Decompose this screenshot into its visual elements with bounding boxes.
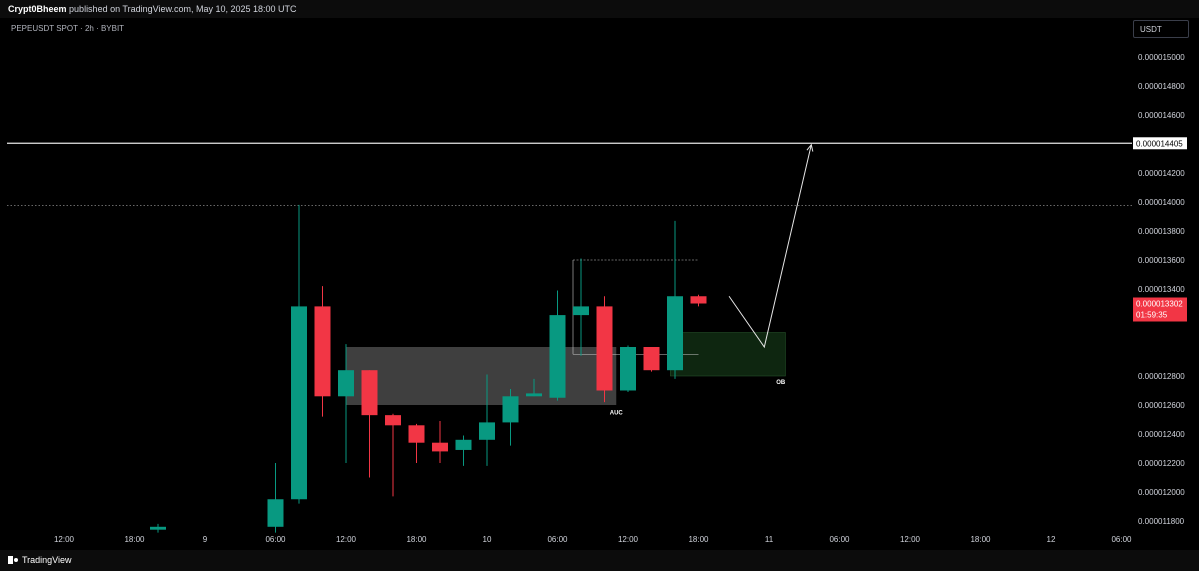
currency-unit-button[interactable]: USDT — [1133, 20, 1189, 38]
publish-info: Crypt0Bheem published on TradingView.com… — [8, 4, 297, 14]
candle-up — [526, 393, 542, 397]
candle-up — [620, 347, 636, 391]
x-tick-label: 18:00 — [406, 535, 427, 544]
countdown-label: 01:59:35 — [1136, 311, 1168, 320]
candle-up — [291, 306, 307, 500]
candle-up — [502, 396, 519, 423]
x-tick-label: 06:00 — [1111, 535, 1132, 544]
y-tick-label: 0.000012800 — [1138, 372, 1185, 381]
candle-down — [408, 425, 425, 443]
candle-down — [314, 306, 331, 397]
projection-arrow-head — [806, 143, 814, 152]
footer-bar: TradingView — [0, 550, 1199, 571]
y-tick-label: 0.000012200 — [1138, 459, 1185, 468]
y-tick-label: 0.000013600 — [1138, 256, 1185, 265]
x-tick-label: 12:00 — [54, 535, 75, 544]
tradingview-logo[interactable]: TradingView — [8, 555, 72, 565]
candle-up — [150, 526, 166, 530]
candle-up — [479, 422, 495, 440]
candle-up — [267, 499, 284, 527]
candle-up — [549, 315, 566, 398]
x-tick-label: 12:00 — [618, 535, 639, 544]
y-tick-label: 0.000011800 — [1138, 517, 1185, 526]
symbol-info[interactable]: PEPEUSDT SPOT · 2h · BYBIT — [11, 24, 125, 33]
y-tick-label: 0.000012400 — [1138, 430, 1185, 439]
x-tick-label: 18:00 — [688, 535, 709, 544]
candle-down — [432, 442, 448, 452]
x-tick-label: 10 — [483, 535, 492, 544]
y-tick-label: 0.000013400 — [1138, 285, 1185, 294]
candle-down — [361, 370, 378, 416]
candle-down — [690, 296, 707, 304]
y-tick-label: 0.000014800 — [1138, 82, 1185, 91]
projection-path — [728, 144, 812, 349]
candle-down — [643, 347, 660, 371]
publish-text: published on TradingView.com, May 10, 20… — [69, 4, 297, 14]
x-tick-label: 06:00 — [547, 535, 568, 544]
x-tick-label: 18:00 — [124, 535, 145, 544]
x-tick-label: 06:00 — [829, 535, 850, 544]
x-tick-label: 18:00 — [970, 535, 991, 544]
candle-up — [667, 296, 683, 371]
resistance-price-label: 0.000014405 — [1136, 139, 1183, 148]
y-tick-label: 0.000013800 — [1138, 227, 1185, 236]
x-tick-label: 12 — [1047, 535, 1056, 544]
candle-up — [573, 306, 589, 316]
ob-label: OB — [776, 380, 786, 386]
author-name[interactable]: Crypt0Bheem — [8, 4, 67, 14]
tradingview-icon — [8, 556, 18, 564]
x-tick-label: 06:00 — [265, 535, 286, 544]
x-tick-label: 12:00 — [336, 535, 357, 544]
auction-zone — [346, 347, 617, 405]
candle-down — [385, 415, 401, 426]
candle-up — [338, 370, 354, 397]
last-price-label: 0.000013302 — [1136, 300, 1183, 309]
last-price-box — [1133, 297, 1187, 322]
y-tick-label: 0.000014200 — [1138, 169, 1185, 178]
x-tick-label: 12:00 — [900, 535, 921, 544]
candle-down — [596, 306, 613, 391]
y-tick-label: 0.000012000 — [1138, 488, 1185, 497]
x-tick-label: 11 — [765, 535, 774, 544]
brand-label: TradingView — [22, 555, 72, 565]
candle-up — [455, 439, 472, 450]
y-tick-label: 0.000012600 — [1138, 401, 1185, 410]
y-tick-label: 0.000014000 — [1138, 198, 1185, 207]
y-tick-label: 0.000015000 — [1138, 53, 1185, 62]
resistance-price-box — [1133, 137, 1187, 150]
y-tick-label: 0.000014600 — [1138, 111, 1185, 120]
publish-bar: Crypt0Bheem published on TradingView.com… — [0, 0, 1199, 18]
auc-label: AUC — [610, 410, 624, 416]
x-tick-label: 9 — [203, 535, 208, 544]
